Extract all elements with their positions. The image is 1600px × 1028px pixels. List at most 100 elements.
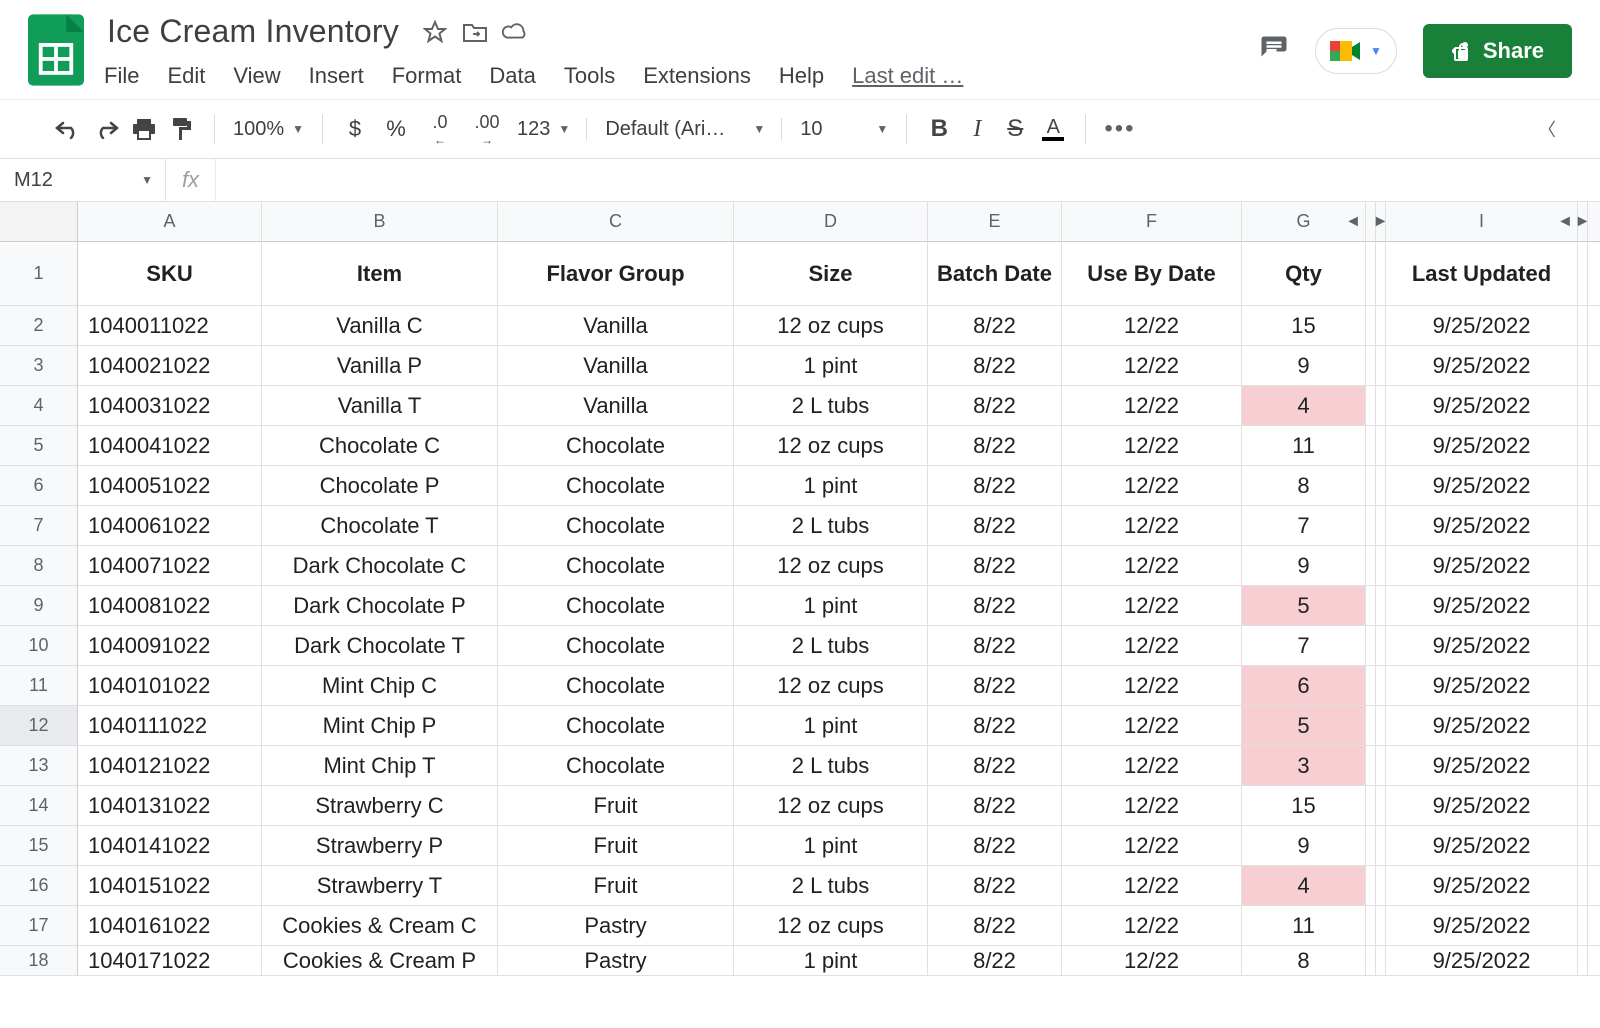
cell-qty[interactable]: 4 — [1242, 386, 1366, 426]
row-header[interactable]: 9 — [0, 586, 78, 626]
collapse-toolbar-icon[interactable]: 〈 — [1538, 116, 1556, 142]
cell-sku[interactable]: 1040141022 — [78, 826, 262, 866]
cell-useby[interactable]: 12/22 — [1062, 786, 1242, 826]
row-header[interactable]: 3 — [0, 346, 78, 386]
cell-useby[interactable]: 12/22 — [1062, 546, 1242, 586]
row-header[interactable]: 2 — [0, 306, 78, 346]
cell-updated[interactable]: 9/25/2022 — [1386, 546, 1578, 586]
cell-updated[interactable]: 9/25/2022 — [1386, 626, 1578, 666]
hidden-cols-2-icon[interactable]: ► — [1578, 202, 1588, 242]
header-use-by-date[interactable]: Use By Date — [1062, 242, 1242, 306]
cell-size[interactable]: 12 oz cups — [734, 666, 928, 706]
row-header[interactable]: 10 — [0, 626, 78, 666]
cell-size[interactable]: 12 oz cups — [734, 546, 928, 586]
cell-useby[interactable]: 12/22 — [1062, 426, 1242, 466]
format-currency[interactable]: $ — [341, 116, 369, 142]
cell-qty[interactable]: 9 — [1242, 546, 1366, 586]
menu-format[interactable]: Format — [392, 63, 462, 89]
cell-size[interactable]: 2 L tubs — [734, 866, 928, 906]
cell-useby[interactable]: 12/22 — [1062, 826, 1242, 866]
cell-item[interactable]: Vanilla P — [262, 346, 498, 386]
cell-batch[interactable]: 8/22 — [928, 906, 1062, 946]
cell-batch[interactable]: 8/22 — [928, 786, 1062, 826]
cell-group[interactable]: Chocolate — [498, 746, 734, 786]
col-header-I[interactable]: I◄ — [1386, 202, 1578, 242]
header-qty[interactable]: Qty — [1242, 242, 1366, 306]
cell-qty[interactable]: 11 — [1242, 426, 1366, 466]
cell-item[interactable]: Chocolate T — [262, 506, 498, 546]
cell-group[interactable]: Chocolate — [498, 706, 734, 746]
menu-data[interactable]: Data — [489, 63, 535, 89]
cell-updated[interactable]: 9/25/2022 — [1386, 746, 1578, 786]
cell-updated[interactable]: 9/25/2022 — [1386, 906, 1578, 946]
cell-updated[interactable]: 9/25/2022 — [1386, 946, 1578, 976]
cell-useby[interactable]: 12/22 — [1062, 746, 1242, 786]
cloud-status-icon[interactable] — [502, 19, 528, 45]
cell-updated[interactable]: 9/25/2022 — [1386, 506, 1578, 546]
print-icon[interactable] — [130, 115, 158, 143]
cell-sku[interactable]: 1040041022 — [78, 426, 262, 466]
cell-sku[interactable]: 1040171022 — [78, 946, 262, 976]
cell-updated[interactable]: 9/25/2022 — [1386, 826, 1578, 866]
header-size[interactable]: Size — [734, 242, 928, 306]
cell-batch[interactable]: 8/22 — [928, 626, 1062, 666]
row-header[interactable]: 6 — [0, 466, 78, 506]
cell-sku[interactable]: 1040151022 — [78, 866, 262, 906]
row-header[interactable]: 15 — [0, 826, 78, 866]
cell-item[interactable]: Mint Chip T — [262, 746, 498, 786]
cell-qty[interactable]: 7 — [1242, 506, 1366, 546]
cell-group[interactable]: Chocolate — [498, 666, 734, 706]
cell-item[interactable]: Strawberry C — [262, 786, 498, 826]
row-header[interactable]: 7 — [0, 506, 78, 546]
cell-sku[interactable]: 1040061022 — [78, 506, 262, 546]
italic-icon[interactable]: I — [963, 115, 991, 143]
cell-group[interactable]: Fruit — [498, 786, 734, 826]
col-header-F[interactable]: F — [1062, 202, 1242, 242]
cell-sku[interactable]: 1040051022 — [78, 466, 262, 506]
menu-help[interactable]: Help — [779, 63, 824, 89]
cell-qty[interactable]: 6 — [1242, 666, 1366, 706]
cell-batch[interactable]: 8/22 — [928, 946, 1062, 976]
cell-item[interactable]: Chocolate P — [262, 466, 498, 506]
cell-qty[interactable]: 15 — [1242, 306, 1366, 346]
cell-group[interactable]: Fruit — [498, 866, 734, 906]
cell-useby[interactable]: 12/22 — [1062, 586, 1242, 626]
cell-updated[interactable]: 9/25/2022 — [1386, 666, 1578, 706]
header-batch-date[interactable]: Batch Date — [928, 242, 1062, 306]
cell-size[interactable]: 2 L tubs — [734, 506, 928, 546]
cell-updated[interactable]: 9/25/2022 — [1386, 786, 1578, 826]
cell-updated[interactable]: 9/25/2022 — [1386, 586, 1578, 626]
cell-sku[interactable]: 1040101022 — [78, 666, 262, 706]
hidden-cols-right-icon[interactable]: ► — [1376, 202, 1386, 242]
cell-useby[interactable]: 12/22 — [1062, 706, 1242, 746]
paint-format-icon[interactable] — [168, 115, 196, 143]
cell-item[interactable]: Chocolate C — [262, 426, 498, 466]
cell-size[interactable]: 1 pint — [734, 946, 928, 976]
cell-item[interactable]: Strawberry T — [262, 866, 498, 906]
cell-size[interactable]: 1 pint — [734, 826, 928, 866]
cell-useby[interactable]: 12/22 — [1062, 906, 1242, 946]
cell-sku[interactable]: 1040011022 — [78, 306, 262, 346]
cell-group[interactable]: Chocolate — [498, 626, 734, 666]
cell-group[interactable]: Vanilla — [498, 386, 734, 426]
row-header[interactable]: 13 — [0, 746, 78, 786]
cell-item[interactable]: Strawberry P — [262, 826, 498, 866]
col-header-A[interactable]: A — [78, 202, 262, 242]
header-sku[interactable]: SKU — [78, 242, 262, 306]
cell-batch[interactable]: 8/22 — [928, 386, 1062, 426]
cell-updated[interactable]: 9/25/2022 — [1386, 346, 1578, 386]
cell-group[interactable]: Chocolate — [498, 546, 734, 586]
zoom-select[interactable]: 100%▼ — [233, 118, 304, 141]
row-header-1[interactable]: 1 — [0, 242, 78, 306]
increase-decimal-icon[interactable]: .00→ — [467, 115, 507, 143]
cell-batch[interactable]: 8/22 — [928, 306, 1062, 346]
cell-size[interactable]: 12 oz cups — [734, 306, 928, 346]
cell-batch[interactable]: 8/22 — [928, 666, 1062, 706]
cell-sku[interactable]: 1040071022 — [78, 546, 262, 586]
cell-qty[interactable]: 9 — [1242, 346, 1366, 386]
row-header[interactable]: 5 — [0, 426, 78, 466]
header-flavor-group[interactable]: Flavor Group — [498, 242, 734, 306]
menu-edit[interactable]: Edit — [167, 63, 205, 89]
decrease-decimal-icon[interactable]: .0← — [423, 115, 457, 143]
cell-group[interactable]: Pastry — [498, 906, 734, 946]
